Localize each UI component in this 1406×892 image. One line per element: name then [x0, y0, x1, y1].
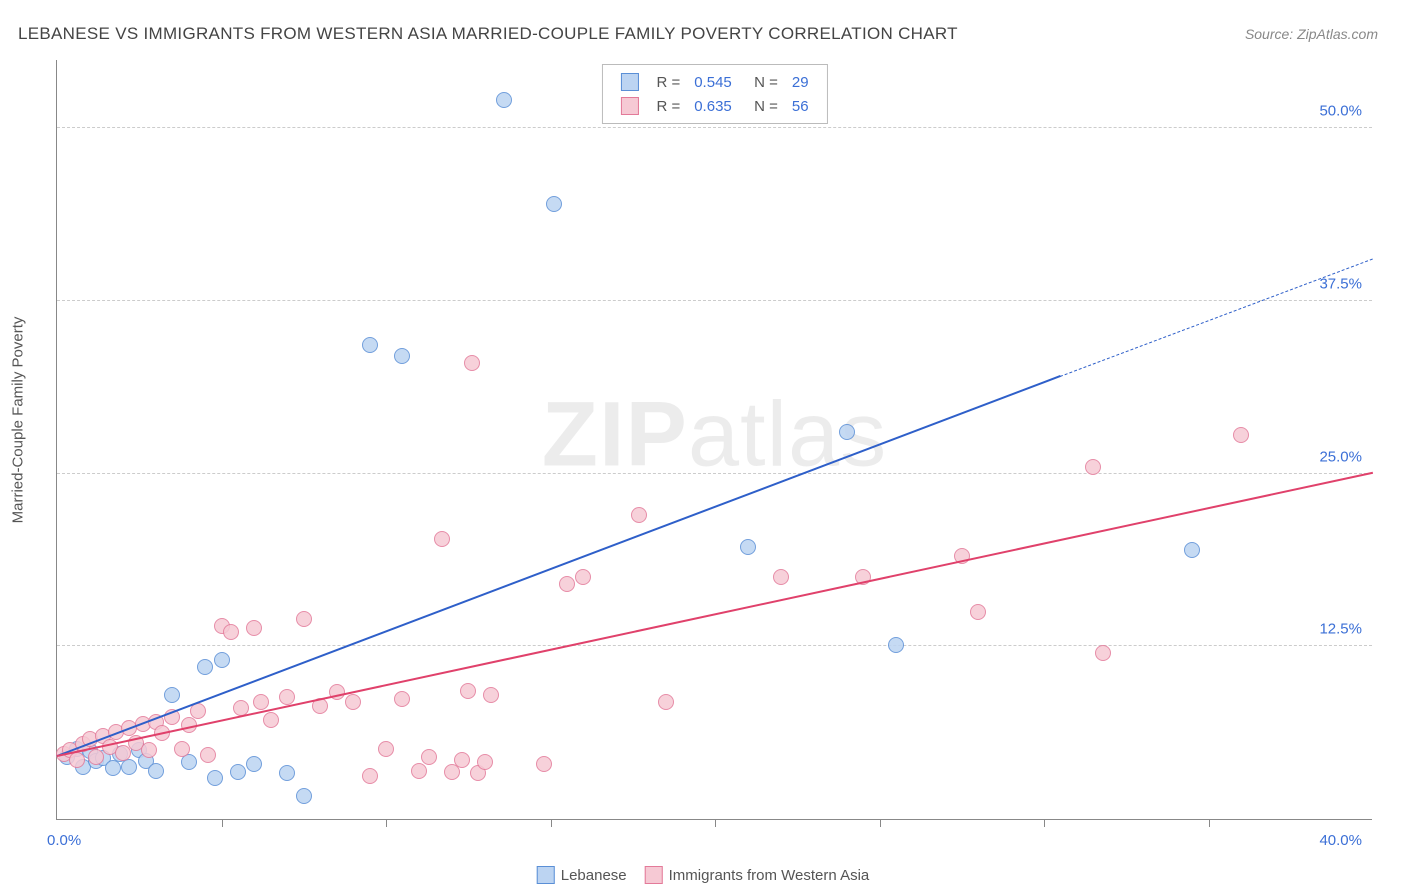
legend-swatch: [645, 866, 663, 884]
data-point: [740, 539, 756, 555]
data-point: [559, 576, 575, 592]
data-point: [378, 741, 394, 757]
data-point: [296, 611, 312, 627]
trend-line: [57, 472, 1373, 757]
data-point: [253, 694, 269, 710]
data-point: [434, 531, 450, 547]
data-point: [345, 694, 361, 710]
x-tick: [1044, 819, 1045, 827]
data-point: [197, 659, 213, 675]
x-tick: [1209, 819, 1210, 827]
watermark-text: ZIPatlas: [542, 382, 887, 487]
y-tick-label: 37.5%: [1319, 275, 1362, 292]
legend-r-value: 0.545: [688, 71, 738, 93]
data-point: [1184, 542, 1200, 558]
data-point: [536, 756, 552, 772]
data-point: [970, 604, 986, 620]
legend-n-value: 29: [786, 71, 815, 93]
data-point: [773, 569, 789, 585]
data-point: [200, 747, 216, 763]
data-point: [477, 754, 493, 770]
chart-title: LEBANESE VS IMMIGRANTS FROM WESTERN ASIA…: [18, 24, 958, 44]
data-point: [279, 765, 295, 781]
legend-swatch: [620, 97, 638, 115]
trend-line: [1060, 258, 1373, 376]
data-point: [181, 754, 197, 770]
legend-n-label: N =: [740, 95, 784, 117]
data-point: [69, 752, 85, 768]
data-point: [394, 691, 410, 707]
data-point: [230, 764, 246, 780]
x-tick: [715, 819, 716, 827]
data-point: [1233, 427, 1249, 443]
legend-row: R =0.635 N =56: [614, 95, 814, 117]
data-point: [1085, 459, 1101, 475]
data-point: [546, 196, 562, 212]
data-point: [362, 768, 378, 784]
legend-series-label: Immigrants from Western Asia: [669, 867, 870, 884]
data-point: [411, 763, 427, 779]
data-point: [483, 687, 499, 703]
x-tick: [222, 819, 223, 827]
data-point: [421, 749, 437, 765]
data-point: [839, 424, 855, 440]
data-point: [105, 760, 121, 776]
legend-swatch: [537, 866, 555, 884]
trend-line: [57, 375, 1061, 757]
legend-row: R =0.545 N =29: [614, 71, 814, 93]
x-axis-max: 40.0%: [1319, 832, 1362, 849]
data-point: [164, 687, 180, 703]
data-point: [263, 712, 279, 728]
y-axis-label: Married-Couple Family Poverty: [10, 317, 27, 524]
data-point: [362, 337, 378, 353]
x-axis-min: 0.0%: [47, 832, 81, 849]
data-point: [575, 569, 591, 585]
y-tick-label: 25.0%: [1319, 448, 1362, 465]
y-tick-label: 50.0%: [1319, 103, 1362, 120]
correlation-legend: R =0.545 N =29R =0.635 N =56: [601, 64, 827, 124]
scatter-plot: ZIPatlas R =0.545 N =29R =0.635 N =56 0.…: [56, 60, 1372, 820]
data-point: [658, 694, 674, 710]
data-point: [246, 756, 262, 772]
data-point: [148, 763, 164, 779]
data-point: [1095, 645, 1111, 661]
gridline-h: [57, 127, 1372, 128]
data-point: [631, 507, 647, 523]
legend-n-value: 56: [786, 95, 815, 117]
series-legend: Lebanese Immigrants from Western Asia: [537, 866, 870, 884]
data-point: [296, 788, 312, 804]
legend-series-label: Lebanese: [561, 867, 627, 884]
x-tick: [880, 819, 881, 827]
data-point: [888, 637, 904, 653]
data-point: [460, 683, 476, 699]
data-point: [496, 92, 512, 108]
legend-n-label: N =: [740, 71, 784, 93]
data-point: [207, 770, 223, 786]
gridline-h: [57, 645, 1372, 646]
legend-r-label: R =: [650, 95, 686, 117]
x-tick: [551, 819, 552, 827]
legend-r-value: 0.635: [688, 95, 738, 117]
data-point: [464, 355, 480, 371]
data-point: [121, 759, 137, 775]
data-point: [141, 742, 157, 758]
gridline-h: [57, 473, 1372, 474]
data-point: [214, 652, 230, 668]
legend-r-label: R =: [650, 71, 686, 93]
data-point: [454, 752, 470, 768]
y-tick-label: 12.5%: [1319, 621, 1362, 638]
source-label: Source: ZipAtlas.com: [1245, 26, 1378, 42]
data-point: [223, 624, 239, 640]
gridline-h: [57, 300, 1372, 301]
legend-swatch: [620, 73, 638, 91]
data-point: [394, 348, 410, 364]
data-point: [174, 741, 190, 757]
data-point: [246, 620, 262, 636]
x-tick: [386, 819, 387, 827]
